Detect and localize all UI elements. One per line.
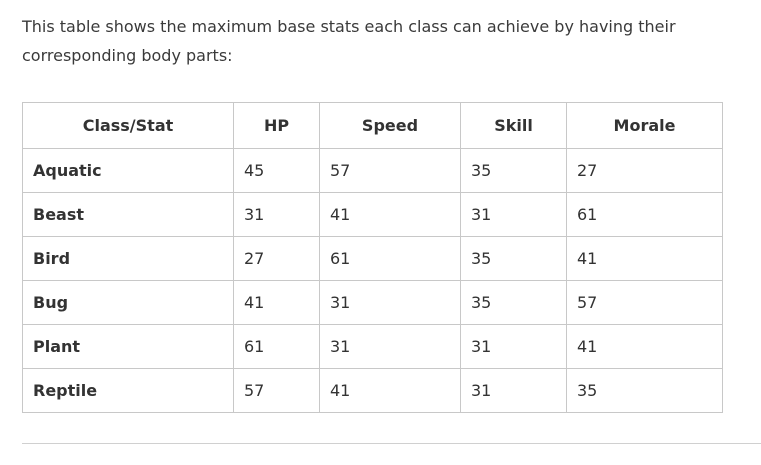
- speed-cell: 41: [319, 368, 461, 413]
- table-row: Bug 41 31 35 57: [22, 280, 723, 325]
- skill-cell: 31: [460, 324, 567, 369]
- morale-cell: 41: [566, 324, 723, 369]
- intro-paragraph: This table shows the maximum base stats …: [22, 17, 676, 65]
- morale-cell: 41: [566, 236, 723, 281]
- header-row: Class/Stat HP Speed Skill Morale: [22, 102, 723, 149]
- morale-cell: 35: [566, 368, 723, 413]
- class-name-cell: Bug: [22, 280, 234, 325]
- speed-cell: 31: [319, 324, 461, 369]
- class-name-cell: Plant: [22, 324, 234, 369]
- header-skill: Skill: [460, 102, 567, 149]
- skill-cell: 35: [460, 236, 567, 281]
- speed-cell: 41: [319, 192, 461, 237]
- header-class-stat: Class/Stat: [22, 102, 234, 149]
- speed-cell: 57: [319, 148, 461, 193]
- class-name-cell: Aquatic: [22, 148, 234, 193]
- hp-cell: 45: [233, 148, 320, 193]
- morale-cell: 57: [566, 280, 723, 325]
- header-speed: Speed: [319, 102, 461, 149]
- class-name-cell: Reptile: [22, 368, 234, 413]
- hp-cell: 61: [233, 324, 320, 369]
- skill-cell: 31: [460, 368, 567, 413]
- class-name-cell: Bird: [22, 236, 234, 281]
- hp-cell: 57: [233, 368, 320, 413]
- morale-cell: 61: [566, 192, 723, 237]
- table-body: Aquatic 45 57 35 27 Beast 31 41 31 61 Bi…: [22, 148, 723, 413]
- hp-cell: 41: [233, 280, 320, 325]
- skill-cell: 35: [460, 148, 567, 193]
- class-stats-table: Class/Stat HP Speed Skill Morale Aquatic…: [22, 102, 723, 413]
- header-morale: Morale: [566, 102, 723, 149]
- speed-cell: 31: [319, 280, 461, 325]
- skill-cell: 35: [460, 280, 567, 325]
- table-row: Beast 31 41 31 61: [22, 192, 723, 237]
- skill-cell: 31: [460, 192, 567, 237]
- speed-cell: 61: [319, 236, 461, 281]
- hp-cell: 27: [233, 236, 320, 281]
- table-header: Class/Stat HP Speed Skill Morale: [22, 102, 723, 149]
- hp-cell: 31: [233, 192, 320, 237]
- horizontal-divider: [22, 443, 761, 444]
- header-hp: HP: [233, 102, 320, 149]
- table-row: Reptile 57 41 31 35: [22, 368, 723, 413]
- table-row: Aquatic 45 57 35 27: [22, 148, 723, 193]
- morale-cell: 27: [566, 148, 723, 193]
- table-row: Plant 61 31 31 41: [22, 324, 723, 369]
- table-row: Bird 27 61 35 41: [22, 236, 723, 281]
- class-name-cell: Beast: [22, 192, 234, 237]
